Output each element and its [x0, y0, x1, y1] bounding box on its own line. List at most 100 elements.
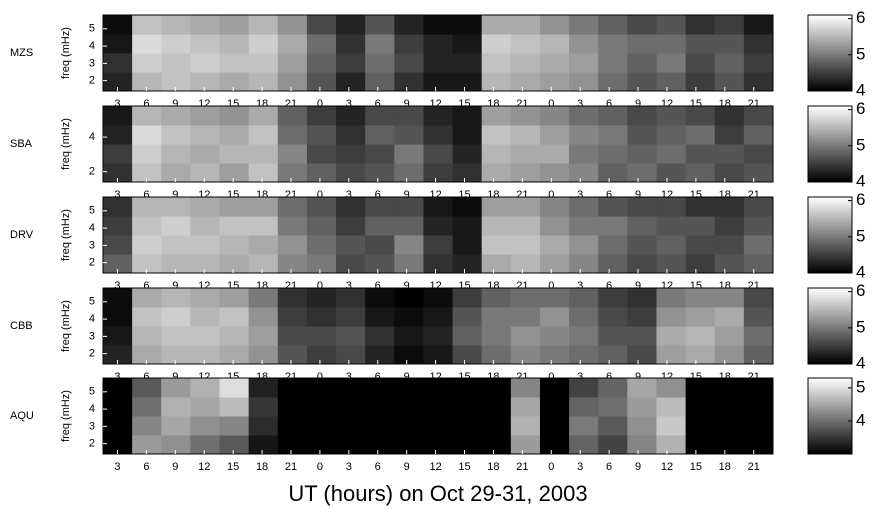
heat-cell [656, 72, 687, 92]
heat-cell [685, 435, 716, 455]
heat-cell [132, 435, 162, 455]
heat-cell [656, 235, 687, 255]
heat-cell [365, 163, 395, 183]
colorbar-tick-label: 5 [856, 377, 865, 396]
heat-cell [248, 197, 279, 217]
y-tick-label: 5 [89, 205, 95, 217]
heat-cell [481, 125, 512, 145]
heat-cell [423, 125, 454, 145]
heat-cell [743, 197, 774, 217]
heat-cell [190, 254, 221, 274]
heat-cell [656, 125, 687, 145]
heat-cell [219, 125, 250, 145]
heat-cell [423, 163, 454, 183]
heat-cell [481, 34, 512, 54]
x-tick-label: 0 [317, 189, 323, 201]
heat-cell [743, 163, 774, 183]
heat-cell [190, 288, 221, 308]
heat-cell [190, 125, 221, 145]
heat-cell [510, 378, 541, 398]
heat-cell [569, 288, 599, 308]
heat-cell [161, 106, 191, 126]
heat-cell [481, 416, 512, 436]
heat-cell [743, 125, 774, 145]
x-tick-label: 0 [317, 461, 323, 473]
heat-cell [394, 125, 424, 145]
heat-cell [452, 53, 483, 73]
heat-cell [190, 345, 221, 365]
plot-frame [102, 287, 774, 365]
x-tick-label: 18 [487, 461, 499, 473]
heat-cell [685, 345, 716, 365]
x-tick-label: 3 [346, 280, 352, 292]
heat-cell [277, 435, 308, 455]
heat-cell [452, 72, 483, 92]
heat-cell [394, 235, 424, 255]
heat-cell [685, 106, 716, 126]
heat-cell [539, 435, 570, 455]
heat-cell [306, 72, 337, 92]
heat-cell [219, 163, 250, 183]
heat-cell [569, 345, 599, 365]
heat-cell [306, 15, 337, 35]
heat-cell [510, 53, 541, 73]
heat-cell [132, 235, 162, 255]
heat-cell [656, 163, 687, 183]
heat-cell [685, 254, 716, 274]
heat-cell [685, 378, 716, 398]
heat-cell [161, 254, 191, 274]
y-tick-label: 4 [89, 313, 95, 325]
heat-cell [103, 397, 133, 417]
y-tick-label: 3 [89, 420, 95, 432]
heat-cell [743, 216, 774, 236]
heat-cell [685, 15, 716, 35]
heat-cell [161, 397, 191, 417]
heat-cell [481, 144, 512, 164]
heat-cell [190, 144, 221, 164]
heat-cell [394, 197, 424, 217]
heat-cell [569, 15, 599, 35]
heat-cell [510, 307, 541, 327]
heat-cell [714, 307, 745, 327]
heat-cell [656, 197, 687, 217]
heat-cell [394, 416, 424, 436]
heat-cell [510, 416, 541, 436]
heat-cell [190, 307, 221, 327]
x-tick-label: 3 [114, 461, 120, 473]
x-tick-label: 18 [256, 461, 268, 473]
heat-cell [627, 435, 657, 455]
heat-cell [656, 216, 687, 236]
heat-cell [190, 435, 221, 455]
heat-cell [277, 125, 308, 145]
heat-cell [277, 235, 308, 255]
heat-cell [277, 197, 308, 217]
heat-cell [598, 163, 628, 183]
heat-cell [481, 326, 512, 346]
heat-cell [685, 144, 716, 164]
y-tick-label: 3 [89, 57, 95, 69]
heat-cell [277, 144, 308, 164]
heat-cell [539, 72, 570, 92]
heat-cell [190, 326, 221, 346]
x-tick-label: 9 [635, 371, 641, 383]
heat-cell [306, 216, 337, 236]
heat-cell [248, 416, 279, 436]
heat-cell [423, 435, 454, 455]
heat-cell [248, 397, 279, 417]
heat-cell [336, 288, 366, 308]
heat-cell [685, 197, 716, 217]
heat-cell [277, 216, 308, 236]
heat-cell [103, 378, 133, 398]
heat-cell [190, 216, 221, 236]
heat-cell [394, 288, 424, 308]
heat-cell [190, 34, 221, 54]
heat-cell [306, 345, 337, 365]
heat-cell [103, 416, 133, 436]
heat-cell [656, 345, 687, 365]
heat-cell [569, 163, 599, 183]
heat-cell [336, 235, 366, 255]
heat-cell [569, 416, 599, 436]
y-tick-label: 5 [89, 386, 95, 398]
heat-cell [598, 53, 628, 73]
